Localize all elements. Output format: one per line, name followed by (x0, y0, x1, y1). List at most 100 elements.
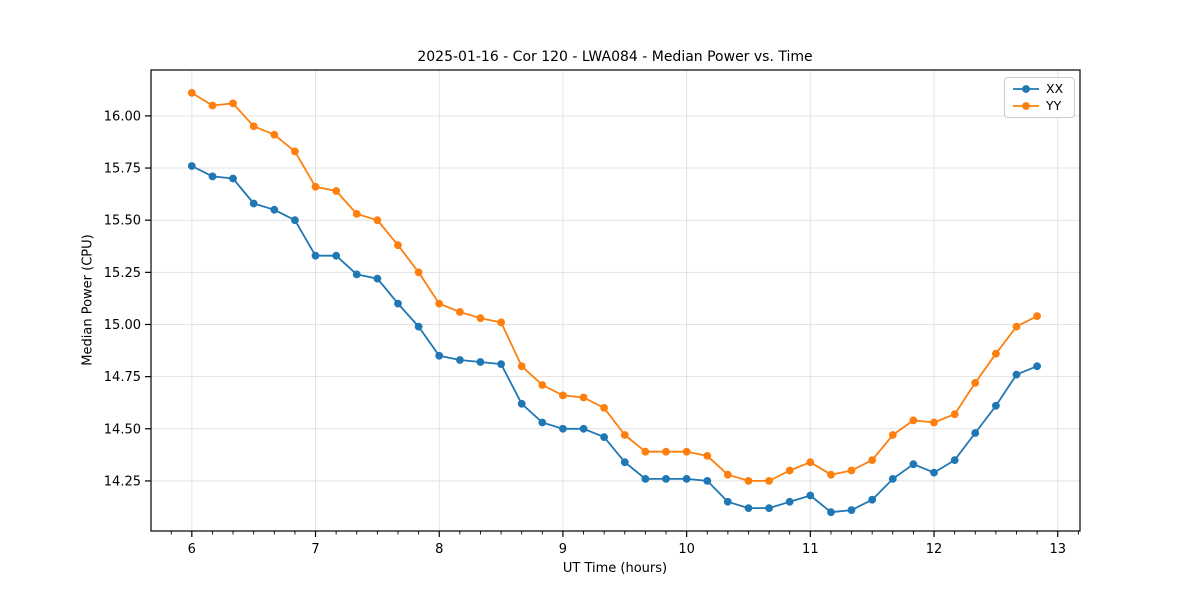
series-yy-marker (930, 418, 938, 427)
series-xx-marker (373, 274, 382, 283)
series-yy-marker (311, 182, 320, 191)
x-tick-label: 6 (188, 542, 196, 557)
y-tick-label: 14.75 (104, 370, 141, 385)
series-yy-marker (559, 391, 567, 400)
series-xx-marker (435, 351, 444, 360)
series-xx-marker (971, 429, 980, 437)
series-xx-marker (930, 468, 938, 477)
series-yy-marker (620, 431, 629, 439)
series-yy-marker (971, 379, 980, 387)
series-yy-marker (435, 299, 444, 308)
series-xx-marker (394, 299, 402, 308)
chart-title: 2025-01-16 - Cor 120 - LWA084 - Median P… (417, 49, 813, 65)
series-xx-marker (744, 504, 753, 512)
legend: XX YY (1004, 77, 1075, 118)
series-yy-marker (641, 447, 650, 456)
series-xx-marker (600, 433, 608, 441)
series-xx-marker (291, 216, 299, 225)
series-yy-marker (414, 268, 423, 277)
series-yy-marker (888, 431, 897, 439)
series-xx-marker (1033, 362, 1041, 371)
series-yy-marker (352, 210, 361, 218)
series-yy-marker (662, 447, 670, 456)
axes-frame (150, 69, 1081, 532)
series-xx-marker (950, 456, 959, 464)
series-xx-marker (249, 199, 258, 208)
series-xx-marker (1012, 370, 1021, 379)
series-xx-marker (229, 174, 237, 183)
series-yy-marker (517, 362, 526, 371)
series-xx-marker (456, 356, 464, 364)
series-yy-marker (992, 349, 1000, 358)
series-yy-marker (868, 456, 877, 464)
series-xx-marker (476, 358, 485, 366)
series-yy-marker (827, 470, 835, 479)
y-tick-label: 14.25 (104, 474, 141, 489)
legend-marker-yy-icon (1013, 101, 1039, 110)
y-axis-label: Median Power (CPU) (80, 234, 96, 366)
x-tick-label: 10 (678, 542, 695, 557)
series-yy-marker (909, 416, 918, 425)
series-yy-marker (765, 477, 773, 485)
series-xx-marker (868, 495, 877, 504)
series-xx-marker (311, 251, 320, 260)
legend-entry-yy: YY (1012, 97, 1066, 113)
y-tick-label: 16.00 (104, 109, 141, 124)
series-xx-marker (992, 401, 1000, 410)
series-yy-marker (187, 89, 196, 97)
legend-marker-xx-icon (1013, 85, 1039, 94)
series-yy-marker (600, 404, 608, 412)
legend-dot (1022, 85, 1030, 94)
series-yy-marker (1012, 322, 1021, 331)
series-xx-marker (765, 504, 773, 512)
series-xx-marker (806, 491, 815, 500)
series-xx-line (191, 165, 1038, 514)
series-yy-marker (476, 314, 485, 323)
x-tick-label: 12 (926, 542, 943, 557)
series-xx-marker (332, 251, 341, 260)
series-xx-marker (662, 475, 670, 483)
series-yy-marker (806, 458, 815, 467)
series-xx-marker (785, 497, 794, 506)
legend-entry-xx: XX (1012, 81, 1066, 96)
y-tick-label: 15.75 (104, 162, 141, 177)
legend-label-xx: XX (1046, 81, 1064, 96)
series-xx-marker (352, 270, 361, 279)
series-yy-marker (723, 470, 732, 479)
series-xx-marker (703, 477, 712, 485)
series-yy-marker (950, 410, 959, 419)
series-xx-marker (579, 424, 588, 433)
legend-label-yy: YY (1046, 97, 1062, 113)
x-tick-label: 8 (435, 542, 443, 557)
series-yy-marker (456, 308, 464, 316)
series-yy-marker (394, 241, 402, 250)
series-xx-marker (187, 162, 196, 170)
y-tick-label: 14.50 (104, 422, 141, 437)
series-yy-marker (497, 318, 505, 327)
series-xx-marker (888, 475, 897, 483)
x-axis-label: UT Time (hours) (562, 561, 668, 576)
series-xx-marker (538, 418, 547, 427)
series-xx-marker (208, 172, 217, 181)
series-yy-marker (682, 447, 691, 456)
series-xx-marker (827, 508, 835, 517)
series-yy-marker (270, 130, 279, 139)
series-yy-marker (249, 122, 258, 131)
series-yy-marker (847, 466, 856, 475)
series-xx-marker (414, 322, 423, 331)
y-tick-label: 15.50 (104, 214, 141, 229)
series-yy-marker (1033, 312, 1041, 320)
series-xx-marker (641, 475, 650, 483)
y-tick-label: 15.25 (104, 266, 141, 281)
x-tick-label: 7 (311, 542, 319, 557)
series-yy-marker (579, 393, 588, 402)
series-xx-marker (620, 458, 629, 467)
series-xx-marker (847, 506, 856, 514)
series-xx-marker (497, 360, 505, 368)
series-yy-marker (291, 147, 299, 156)
series-yy-marker (229, 99, 237, 108)
series-yy-marker (785, 466, 794, 475)
y-tick-label: 15.00 (104, 318, 141, 333)
